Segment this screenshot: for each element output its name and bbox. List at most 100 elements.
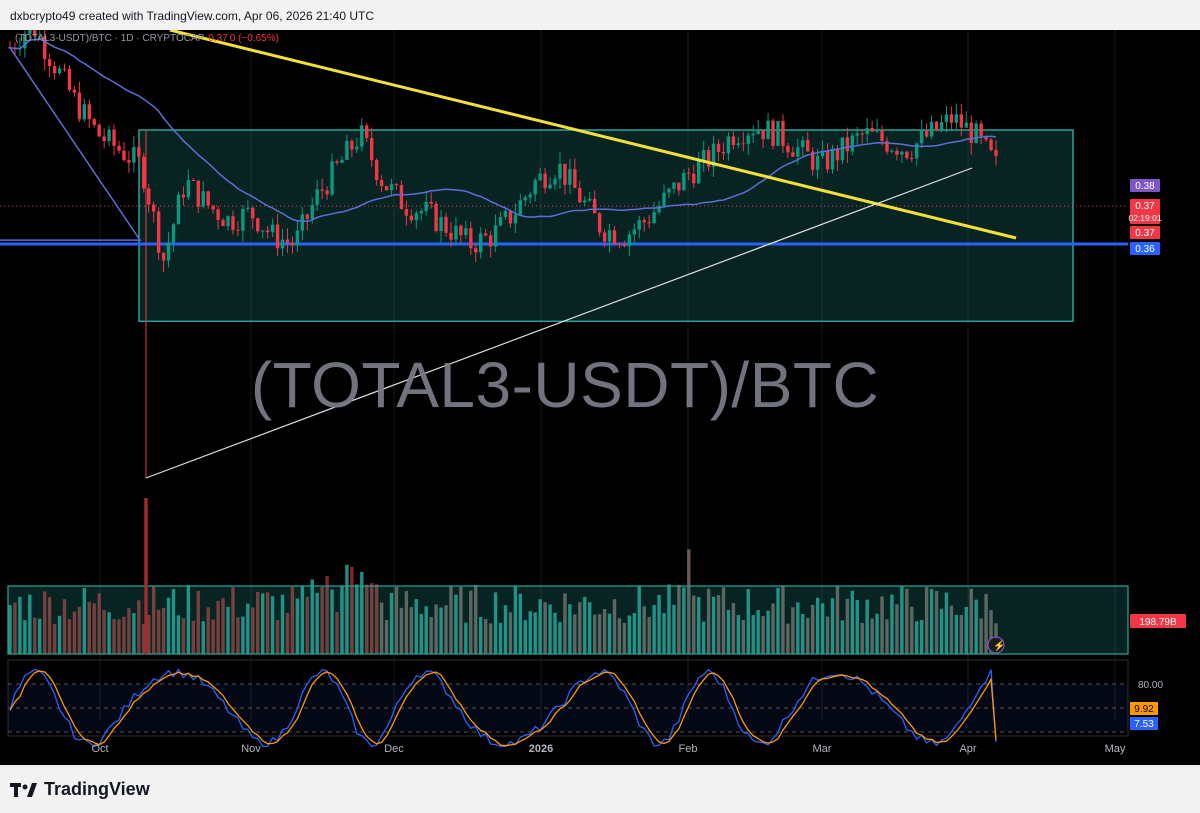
volume-bar — [226, 606, 230, 654]
volume-bar — [305, 596, 309, 654]
volume-bar — [488, 623, 493, 654]
volume-bar — [890, 594, 894, 654]
x-tick-label: Mar — [813, 743, 832, 755]
candle — [721, 142, 726, 161]
candle-body — [374, 160, 379, 180]
candle — [335, 159, 339, 166]
volume-bar — [667, 584, 671, 654]
price-axis-label-bg — [1130, 226, 1160, 239]
volume-bar — [825, 616, 830, 654]
volume-bar — [47, 597, 52, 654]
candle — [518, 193, 523, 216]
candle — [77, 81, 82, 123]
volume-bar — [895, 604, 899, 654]
candle-body — [543, 173, 547, 189]
chart-canvas[interactable]: ⚡Oct Nov Dec 2026 Feb Mar Apr May0.380.3702:19:… — [0, 30, 1200, 765]
candle-body — [216, 209, 220, 220]
candle-body — [469, 228, 473, 249]
volume-bar — [429, 617, 433, 654]
volume-bar — [588, 602, 592, 654]
volume-bar — [687, 549, 691, 654]
candle — [42, 30, 47, 71]
candle-body — [191, 180, 196, 182]
candle-body — [444, 216, 448, 233]
volume-bar — [137, 600, 141, 654]
stoch-d-label-bg — [1130, 702, 1158, 715]
candle — [384, 185, 389, 191]
candle-body — [588, 198, 592, 201]
candle-body — [270, 224, 275, 233]
candle-body — [161, 252, 166, 261]
volume-bar — [528, 611, 532, 654]
candle — [414, 210, 418, 229]
candle-body — [900, 151, 904, 155]
candle — [563, 163, 567, 195]
chart-legend[interactable]: (TOTAL3-USDT)/BTC · 1D · CRYPTOCAP 0.37 0 … — [15, 33, 279, 44]
candle-body — [236, 229, 240, 231]
candle-body — [736, 143, 741, 146]
candle-body — [533, 180, 537, 195]
candle-body — [612, 230, 617, 245]
tradingview-logo[interactable]: TradingView — [10, 779, 150, 800]
volume-bar — [325, 575, 329, 654]
candle-body — [692, 173, 696, 184]
candle-body — [369, 138, 374, 161]
volume-bar — [246, 603, 250, 654]
volume-bar — [459, 586, 463, 654]
price-axis-label-bg — [1130, 242, 1160, 255]
volume-bar — [568, 604, 572, 654]
candle-body — [355, 146, 359, 150]
volume-bar — [518, 593, 523, 654]
volume-bar — [87, 601, 91, 654]
candle-body — [731, 136, 736, 146]
chart-panel[interactable]: ⚡ Oct Nov Dec 2026 Feb Mar Apr May 0.38 0.37 02:19:… — [0, 30, 1200, 765]
candle — [498, 211, 503, 227]
price-axis-label: 0.37 — [1130, 226, 1160, 239]
volume-bar — [845, 598, 850, 654]
volume-bar — [979, 618, 983, 654]
candle — [439, 210, 443, 243]
candle-body — [513, 214, 518, 224]
candle — [186, 169, 191, 201]
volume-bar — [810, 604, 815, 654]
candle — [47, 53, 52, 78]
candle-body — [796, 147, 800, 157]
candle — [479, 227, 483, 259]
candle — [265, 226, 270, 239]
volume-bar — [573, 614, 577, 654]
candle-body — [890, 150, 894, 152]
volume-bar — [885, 619, 889, 654]
candle — [731, 131, 736, 150]
volume-bar — [350, 566, 354, 654]
grid-lines — [99, 30, 1116, 720]
stoch-k-line — [9, 668, 997, 748]
candle — [682, 169, 686, 191]
candle — [137, 139, 141, 164]
candle-body — [315, 189, 319, 206]
volume-bar — [934, 591, 939, 654]
volume-bar — [33, 617, 37, 654]
volume-bar — [543, 602, 547, 654]
candle — [166, 232, 171, 268]
alert-bolt-glyph: ⚡ — [993, 639, 1005, 652]
candle — [900, 150, 904, 163]
volume-bar — [563, 593, 567, 654]
volume-bar — [944, 592, 949, 654]
price-axis-label-text: 0.37 — [1135, 228, 1155, 239]
candle — [573, 158, 577, 189]
volume-bar — [310, 579, 314, 654]
volume-bar — [181, 618, 186, 654]
candle — [57, 65, 62, 76]
candle — [617, 242, 622, 249]
volume-bar — [820, 603, 825, 654]
candle-body — [365, 125, 369, 139]
candle — [216, 205, 220, 230]
candle — [538, 167, 542, 182]
candle-body — [989, 139, 993, 151]
volume-bar — [652, 604, 656, 654]
candle — [934, 120, 939, 132]
volume-bar — [959, 614, 964, 654]
candle — [87, 99, 91, 129]
candle-body — [706, 150, 711, 167]
candle — [543, 167, 547, 194]
